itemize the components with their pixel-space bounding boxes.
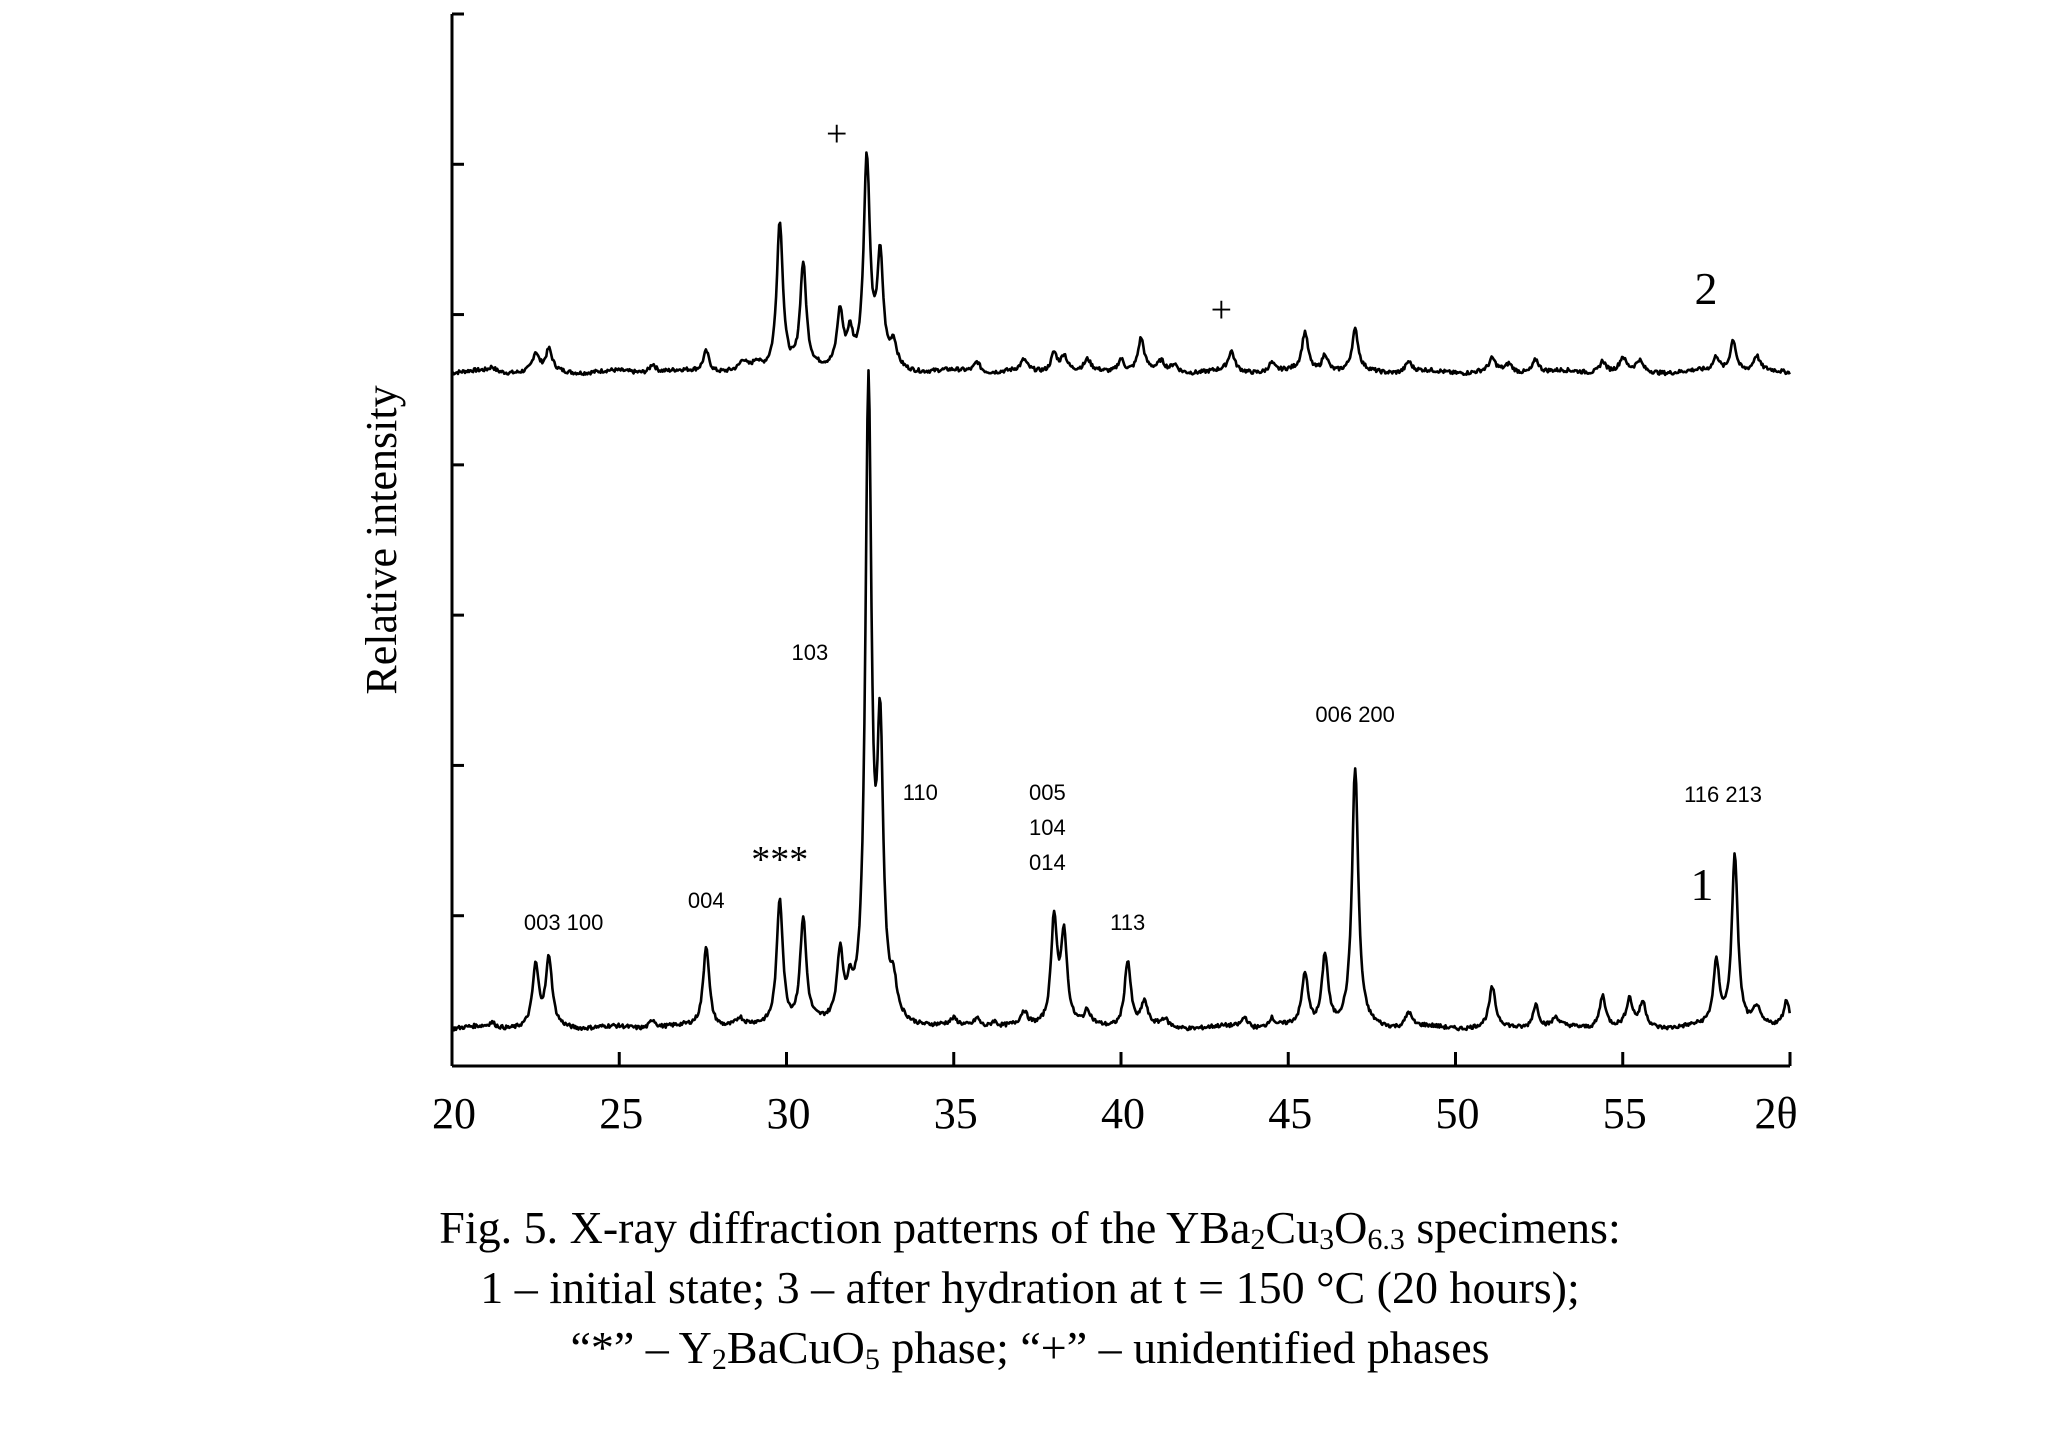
x-tick-label: 45 — [1268, 1089, 1312, 1138]
peak-annotation: + — [1211, 289, 1232, 331]
curves — [451, 151, 1791, 1032]
x-ticks — [450, 1052, 1792, 1066]
caption-line-2: 1 – initial state; 3 – after hydration a… — [480, 1262, 1580, 1313]
curve-label-1: 1 — [1691, 859, 1714, 910]
figure-caption: Fig. 5. X-ray diffraction patterns of th… — [230, 1198, 1830, 1378]
peak-annotation: 113 — [1110, 910, 1145, 935]
x-tick-label: 40 — [1101, 1089, 1145, 1138]
peak-annotation: 116 213 — [1684, 782, 1762, 807]
peak-annotation: 104 — [1029, 815, 1066, 840]
peak-annotation: *** — [751, 839, 808, 881]
series-1-line — [451, 369, 1791, 1032]
x-tick-label: 35 — [934, 1089, 978, 1138]
peak-annotation: 005 — [1029, 780, 1066, 805]
curve-label-2: 2 — [1695, 263, 1718, 314]
x-tick-label: 50 — [1436, 1089, 1480, 1138]
y-axis-label: Relative intensity — [357, 385, 406, 694]
xrd-chart: 20 25 30 35 40 45 50 55 2θ 003 100 004 *** 103 110 00… — [357, 12, 1798, 1138]
peak-annotation: 110 — [903, 780, 938, 805]
x-tick-label: 2θ — [1754, 1089, 1797, 1138]
peak-annotation: 014 — [1029, 850, 1066, 875]
x-tick-label: 20 — [432, 1089, 476, 1138]
caption-line-3: “*” – Y2BaCuO5 phase; “+” – unidentified… — [570, 1322, 1490, 1376]
series-2-line — [451, 151, 1791, 377]
x-tick-labels: 20 25 30 35 40 45 50 55 2θ — [432, 1089, 1798, 1138]
axes — [450, 14, 1790, 1068]
peak-annotation: + — [826, 113, 847, 155]
x-tick-label: 55 — [1603, 1089, 1647, 1138]
x-tick-label: 25 — [599, 1089, 643, 1138]
peak-annotation: 103 — [792, 640, 829, 665]
caption-line-1: Fig. 5. X-ray diffraction patterns of th… — [439, 1202, 1621, 1256]
peak-annotation: 004 — [688, 888, 725, 913]
peak-annotation: 003 100 — [524, 910, 604, 935]
x-tick-label: 30 — [767, 1089, 811, 1138]
peak-annotation: 006 200 — [1315, 702, 1395, 727]
y-ticks — [452, 12, 464, 918]
